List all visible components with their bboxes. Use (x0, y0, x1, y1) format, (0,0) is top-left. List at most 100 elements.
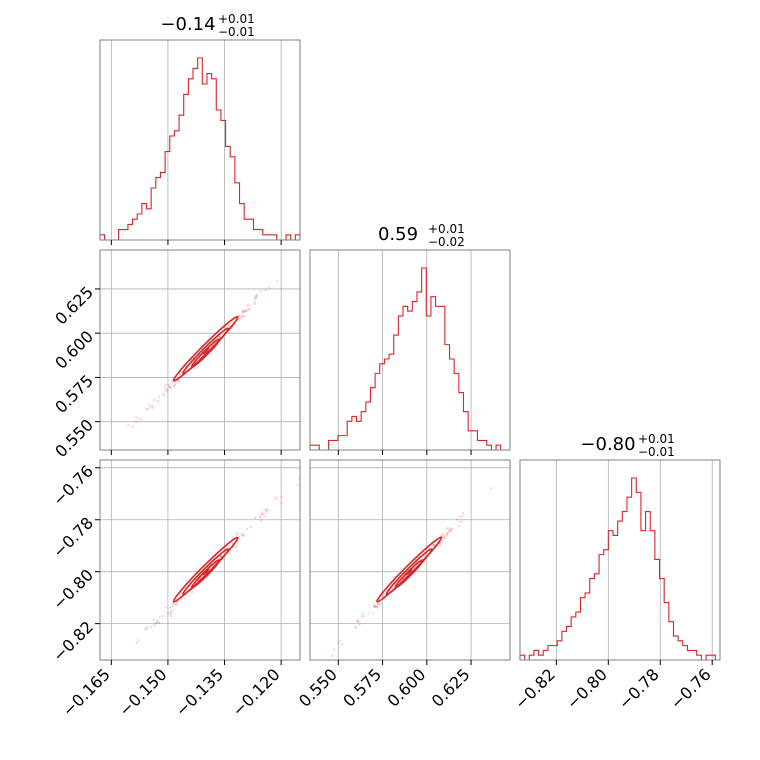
histogram-step-0 (99, 57, 301, 241)
sample-point (371, 611, 374, 615)
sample-point (166, 388, 169, 391)
sample-point (179, 594, 182, 597)
sample-point (243, 315, 246, 319)
sample-point (246, 527, 249, 531)
panel-title-0: −0.14 (160, 14, 215, 35)
panel-frame (519, 459, 721, 661)
sample-point (180, 371, 183, 374)
sample-point (169, 611, 173, 614)
sample-point (357, 620, 360, 623)
sample-point (258, 516, 262, 519)
sample-point (178, 594, 181, 597)
sample-point (153, 623, 156, 627)
scatter-points-2-0 (135, 477, 300, 644)
sample-point (241, 311, 244, 314)
sample-point (438, 544, 442, 547)
panel-title-1: 0.59 (378, 224, 418, 245)
sample-point (259, 515, 262, 518)
sample-point (489, 487, 492, 490)
sample-point (244, 309, 247, 312)
sample-point (445, 527, 448, 530)
sample-point (234, 533, 238, 537)
sample-point (260, 513, 264, 516)
sample-point (430, 545, 433, 549)
x-tick-label: −0.76 (667, 665, 715, 713)
sample-point (151, 406, 154, 410)
sample-point (165, 390, 169, 393)
sample-point (381, 595, 384, 598)
sample-point (236, 532, 239, 535)
sample-point (332, 648, 336, 651)
sample-point (168, 386, 172, 389)
contour-core (405, 567, 413, 576)
sample-point (140, 418, 143, 421)
panel-frame (99, 459, 301, 661)
scatter-points-1-0 (126, 279, 279, 429)
sample-point (143, 628, 146, 631)
sample-point (268, 286, 271, 289)
y-tick-label: 0.550 (51, 415, 97, 461)
sample-point (423, 555, 426, 558)
sample-point (367, 612, 370, 615)
sample-point (262, 512, 265, 516)
sample-point (443, 532, 446, 536)
sample-point (178, 373, 181, 376)
sample-point (312, 664, 314, 666)
contour-ellipse (376, 536, 443, 603)
sample-point (227, 324, 231, 327)
sample-point (382, 593, 386, 596)
sample-point (135, 641, 138, 644)
panel-frame (99, 249, 301, 451)
sample-point (338, 639, 342, 643)
sample-point (331, 654, 334, 657)
sample-point (449, 528, 452, 532)
sample-point (228, 324, 231, 328)
sample-point (273, 496, 276, 499)
y-tick-label: −0.82 (49, 617, 97, 665)
sample-point (447, 527, 450, 530)
sample-point (152, 618, 155, 621)
sample-point (168, 606, 172, 609)
sample-point (157, 622, 161, 625)
histogram-step-2 (519, 477, 720, 661)
sample-point (170, 381, 173, 384)
sample-point (238, 537, 241, 540)
sample-point (177, 380, 180, 383)
sample-point (275, 497, 278, 501)
sample-point (242, 314, 245, 317)
sample-point (265, 509, 268, 512)
sample-point (264, 288, 267, 292)
sample-point (148, 403, 151, 407)
sample-point (228, 331, 231, 334)
sample-point (248, 308, 251, 311)
sample-point (174, 382, 177, 386)
sample-point (242, 310, 245, 313)
sample-point (169, 386, 173, 390)
sample-point (255, 294, 258, 297)
panel-title-2: −0.80 (580, 434, 635, 455)
sample-point (218, 336, 221, 339)
sample-point (455, 518, 459, 521)
x-tick-label: −0.78 (615, 665, 663, 713)
sample-point (241, 534, 244, 537)
sample-point (375, 605, 379, 608)
sample-point (267, 508, 270, 512)
sample-point (457, 524, 461, 528)
sample-point (163, 394, 166, 397)
sample-point (439, 542, 442, 545)
panel-title-minus-2: −0.01 (638, 445, 675, 459)
sample-point (191, 591, 194, 594)
sample-point (461, 514, 464, 518)
panel-frame (309, 459, 511, 661)
sample-point (155, 619, 159, 622)
sample-point (432, 544, 435, 547)
sample-point (280, 501, 283, 505)
sample-point (460, 520, 463, 523)
panel-title-minus-0: −0.01 (218, 25, 255, 39)
sample-point (169, 611, 172, 615)
sample-point (241, 534, 244, 538)
sample-point (255, 296, 258, 299)
sample-point (149, 625, 153, 629)
sample-point (376, 602, 379, 605)
sample-point (151, 404, 155, 408)
